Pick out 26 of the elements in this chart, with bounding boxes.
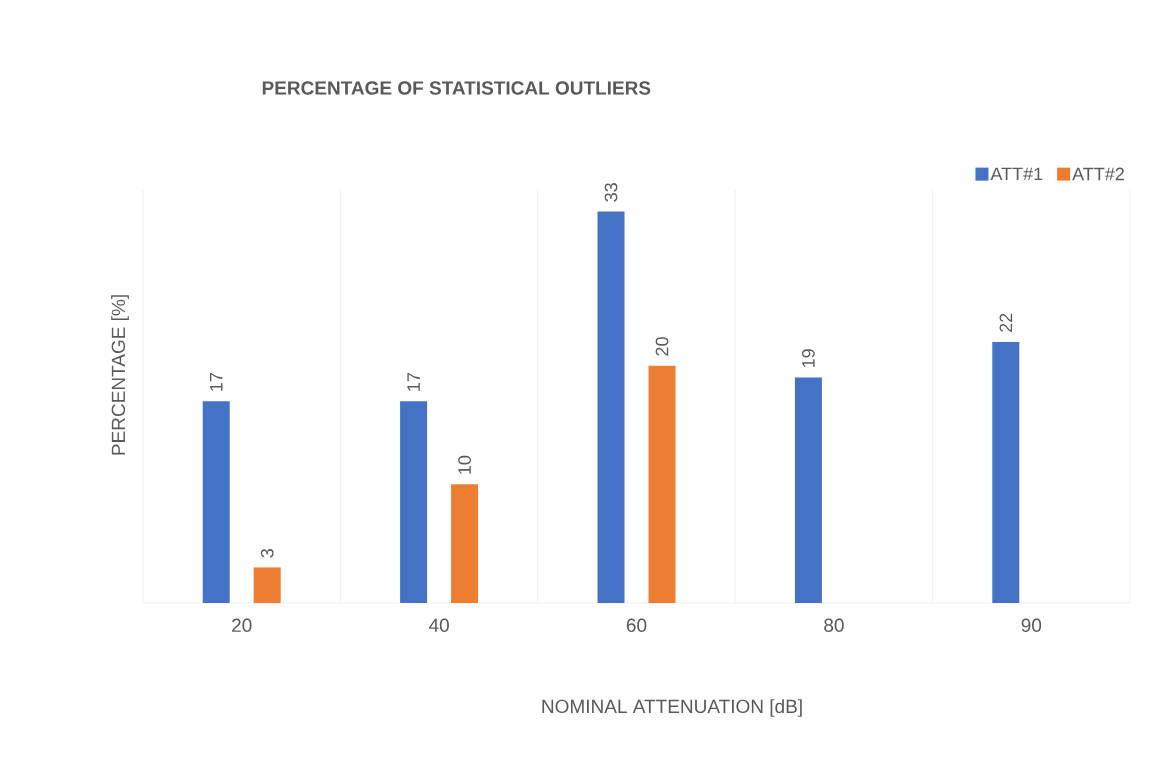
y-axis-title: PERCENTAGE [%] (111, 295, 129, 455)
bar (597, 211, 625, 603)
x-tick-label: 80 (824, 618, 844, 632)
bar (992, 342, 1020, 603)
data-label: 17 (210, 373, 223, 391)
x-axis-title: NOMINAL ATTENUATION [dB] (542, 699, 802, 717)
data-label: 3 (260, 548, 274, 558)
data-label: 20 (655, 337, 669, 356)
bar (253, 567, 281, 603)
legend-label: ATT#2 (1072, 167, 1124, 181)
data-label: 33 (604, 183, 618, 202)
x-tick-label: 40 (428, 618, 449, 632)
data-label: 22 (999, 313, 1013, 332)
bar (648, 365, 676, 603)
bar (400, 401, 428, 603)
chart-title: PERCENTAGE OF STATISTICAL OUTLIERS (262, 81, 651, 95)
x-tick-label: 20 (232, 618, 252, 632)
bar (202, 401, 230, 603)
bar (794, 377, 822, 603)
data-label: 10 (458, 455, 471, 474)
x-tick-label: 90 (1021, 618, 1042, 632)
x-tick-label: 60 (626, 618, 647, 632)
legend-label: ATT#1 (990, 167, 1043, 181)
data-label: 17 (407, 373, 420, 391)
bar (451, 484, 479, 603)
data-label: 19 (802, 349, 815, 368)
